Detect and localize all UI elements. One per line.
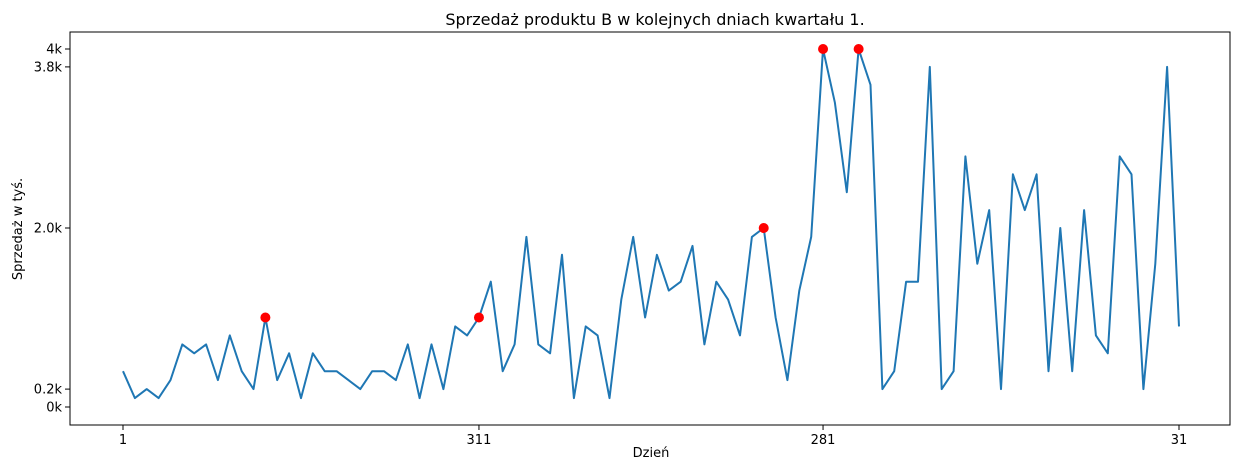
highlight-layer (260, 44, 864, 323)
highlight-point (260, 312, 271, 323)
highlight-point (818, 44, 829, 54)
x-axis-label: Dzień (633, 446, 670, 461)
x-tick-label: 281 (811, 433, 836, 448)
highlight-point (758, 223, 769, 233)
y-tick-label: 0.2k (34, 383, 63, 398)
highlight-point (853, 44, 864, 54)
y-tick-label: 4k (46, 43, 62, 58)
chart-title: Sprzedaż produktu B w kolejnych dniach k… (445, 10, 864, 29)
plot-area (69, 31, 1231, 426)
y-tick-label: 2.0k (34, 222, 63, 237)
x-tick-label: 31 (1171, 433, 1188, 448)
series-layer (122, 48, 1180, 400)
x-tick-label: 311 (467, 433, 492, 448)
x-tick-label: 1 (119, 433, 127, 448)
y-axis: 0k 0.2k 2.0k 3.8k 4k (34, 43, 70, 416)
highlight-point (473, 312, 484, 323)
y-axis-label: Sprzedaż w tyś. (11, 178, 26, 280)
y-tick-label: 0k (46, 401, 62, 416)
y-tick-label: 3.8k (34, 60, 63, 75)
x-axis: 1 311 281 31 (119, 425, 1187, 448)
series-line (122, 48, 1180, 400)
